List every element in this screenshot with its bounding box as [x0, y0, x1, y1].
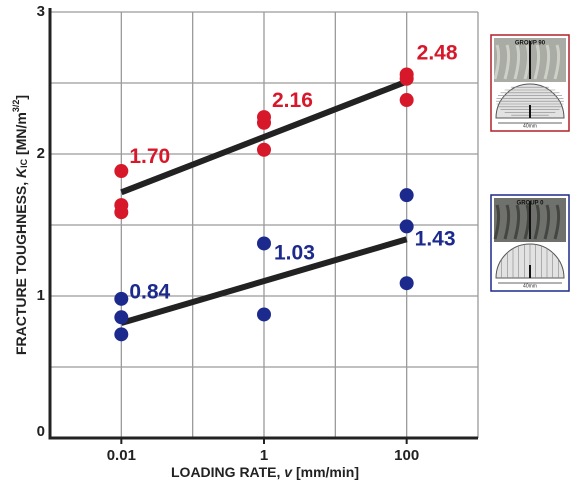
photo-texture — [503, 44, 511, 80]
inset-title: GROUP 0 — [517, 201, 545, 207]
data-point — [399, 71, 414, 86]
mean-label: 1.03 — [274, 241, 315, 264]
mean-label: 1.70 — [129, 145, 170, 168]
data-point — [114, 310, 129, 325]
y-tick-label: 3 — [37, 3, 45, 20]
x-label-part: v — [284, 464, 293, 480]
photo-texture — [513, 204, 521, 240]
y-tick-label: 0 — [37, 423, 45, 440]
data-point — [257, 236, 271, 251]
mean-label: 0.84 — [129, 280, 170, 303]
data-point — [114, 205, 129, 220]
fit-line — [120, 78, 408, 196]
photo-texture — [543, 204, 551, 240]
scale-label: 40mm — [523, 123, 537, 129]
data-point — [257, 115, 271, 130]
y-label-part: 3/2 — [11, 100, 21, 113]
inset: GROUP 0 40mm — [490, 194, 570, 292]
photo-texture — [503, 204, 511, 240]
photo-texture — [553, 44, 561, 80]
y-label-part: [MN/m — [13, 112, 29, 159]
photo-texture — [533, 204, 541, 240]
x-axis-label: LOADING RATE, v [mm/min] — [171, 464, 359, 480]
y-tick-label: 2 — [37, 145, 45, 162]
y-label-part: ] — [13, 95, 29, 100]
mean-label: 2.16 — [272, 89, 313, 112]
data-point — [114, 164, 129, 179]
mean-label: 2.48 — [417, 41, 458, 64]
photo-texture — [543, 44, 551, 80]
inset-title: GROUP 90 — [515, 41, 546, 47]
data-point — [399, 93, 414, 108]
photo-texture — [493, 204, 501, 240]
photo-texture — [523, 204, 531, 240]
photo-texture — [533, 44, 541, 80]
data-point — [399, 188, 414, 203]
y-label-part: K — [13, 167, 29, 178]
photo-texture — [493, 44, 501, 80]
y-tick-label: 1 — [37, 287, 45, 304]
data-point — [114, 291, 129, 306]
scale-label: 40mm — [523, 283, 537, 289]
data-point — [257, 307, 271, 322]
y-axis-label: FRACTURE TOUGHNESS, KIC [MN/m3/2] — [11, 95, 29, 355]
fit-line — [120, 236, 408, 326]
data-point — [399, 276, 414, 291]
x-tick-label: 100 — [394, 447, 419, 464]
mean-label: 1.43 — [415, 227, 456, 250]
photo-texture — [513, 44, 521, 80]
x-tick-label: 0.01 — [107, 447, 136, 464]
y-label-part: IC — [19, 158, 29, 168]
data-point — [257, 142, 271, 157]
x-label-part: LOADING RATE, — [171, 464, 284, 480]
x-tick-label: 1 — [260, 447, 268, 464]
y-label-part: FRACTURE TOUGHNESS, — [13, 178, 29, 355]
data-point — [399, 219, 414, 234]
photo-texture — [523, 44, 531, 80]
x-label-part: [mm/min] — [292, 464, 359, 480]
photo-texture — [553, 204, 561, 240]
inset: GROUP 90 40mm — [490, 34, 570, 132]
data-point — [114, 327, 129, 342]
